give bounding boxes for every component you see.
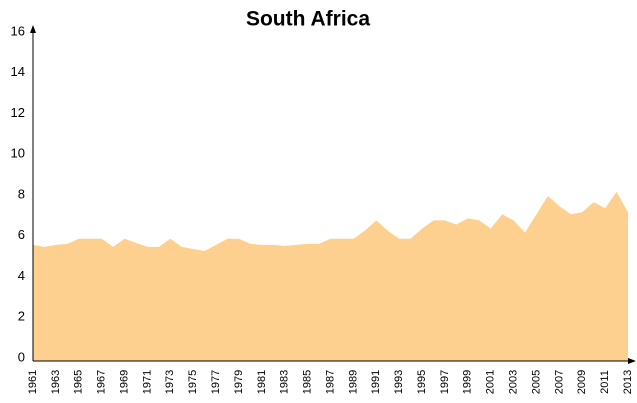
x-axis-arrow bbox=[628, 358, 636, 364]
x-tick-label: 1965 bbox=[73, 370, 85, 394]
chart-title: South Africa bbox=[246, 8, 370, 31]
x-tick-label: 1973 bbox=[164, 370, 176, 394]
x-tick-label: 2011 bbox=[599, 370, 611, 394]
x-tick-label: 1961 bbox=[27, 370, 39, 394]
y-tick-label: 10 bbox=[11, 146, 25, 161]
x-tick-label: 2001 bbox=[485, 370, 497, 394]
x-tick-label: 1967 bbox=[96, 370, 108, 394]
y-tick-label: 2 bbox=[18, 309, 25, 324]
x-tick-label: 1975 bbox=[187, 370, 199, 394]
y-tick-label: 4 bbox=[18, 268, 25, 283]
x-tick-label: 1963 bbox=[50, 370, 62, 394]
x-tick-label: 1987 bbox=[324, 370, 336, 394]
x-tick-label: 1989 bbox=[347, 370, 359, 394]
x-tick-label: 1981 bbox=[256, 370, 268, 394]
y-axis-arrow bbox=[30, 25, 36, 33]
y-tick-label: 16 bbox=[11, 23, 25, 38]
x-tick-label: 2009 bbox=[576, 370, 588, 394]
x-tick-label: 1995 bbox=[416, 370, 428, 394]
x-tick-label: 2003 bbox=[507, 370, 519, 394]
x-tick-label: 1985 bbox=[302, 370, 314, 394]
x-tick-label: 1991 bbox=[370, 370, 382, 394]
x-tick-label: 1971 bbox=[141, 370, 153, 394]
y-tick-label: 12 bbox=[11, 105, 25, 120]
x-tick-label: 1979 bbox=[233, 370, 245, 394]
x-tick-label: 1993 bbox=[393, 370, 405, 394]
y-tick-label: 14 bbox=[11, 64, 25, 79]
x-tick-label: 1983 bbox=[279, 370, 291, 394]
x-tick-label: 2005 bbox=[530, 370, 542, 394]
y-tick-label: 0 bbox=[18, 349, 25, 364]
x-tick-label: 1977 bbox=[210, 370, 222, 394]
x-tick-label: 1969 bbox=[118, 370, 130, 394]
y-tick-label: 6 bbox=[18, 227, 25, 242]
x-tick-label: 2013 bbox=[622, 370, 634, 394]
area bbox=[33, 191, 628, 361]
y-tick-label: 8 bbox=[18, 186, 25, 201]
x-tick-label: 1999 bbox=[462, 370, 474, 394]
x-tick-label: 2007 bbox=[553, 370, 565, 394]
x-tick-label: 1997 bbox=[439, 370, 451, 394]
